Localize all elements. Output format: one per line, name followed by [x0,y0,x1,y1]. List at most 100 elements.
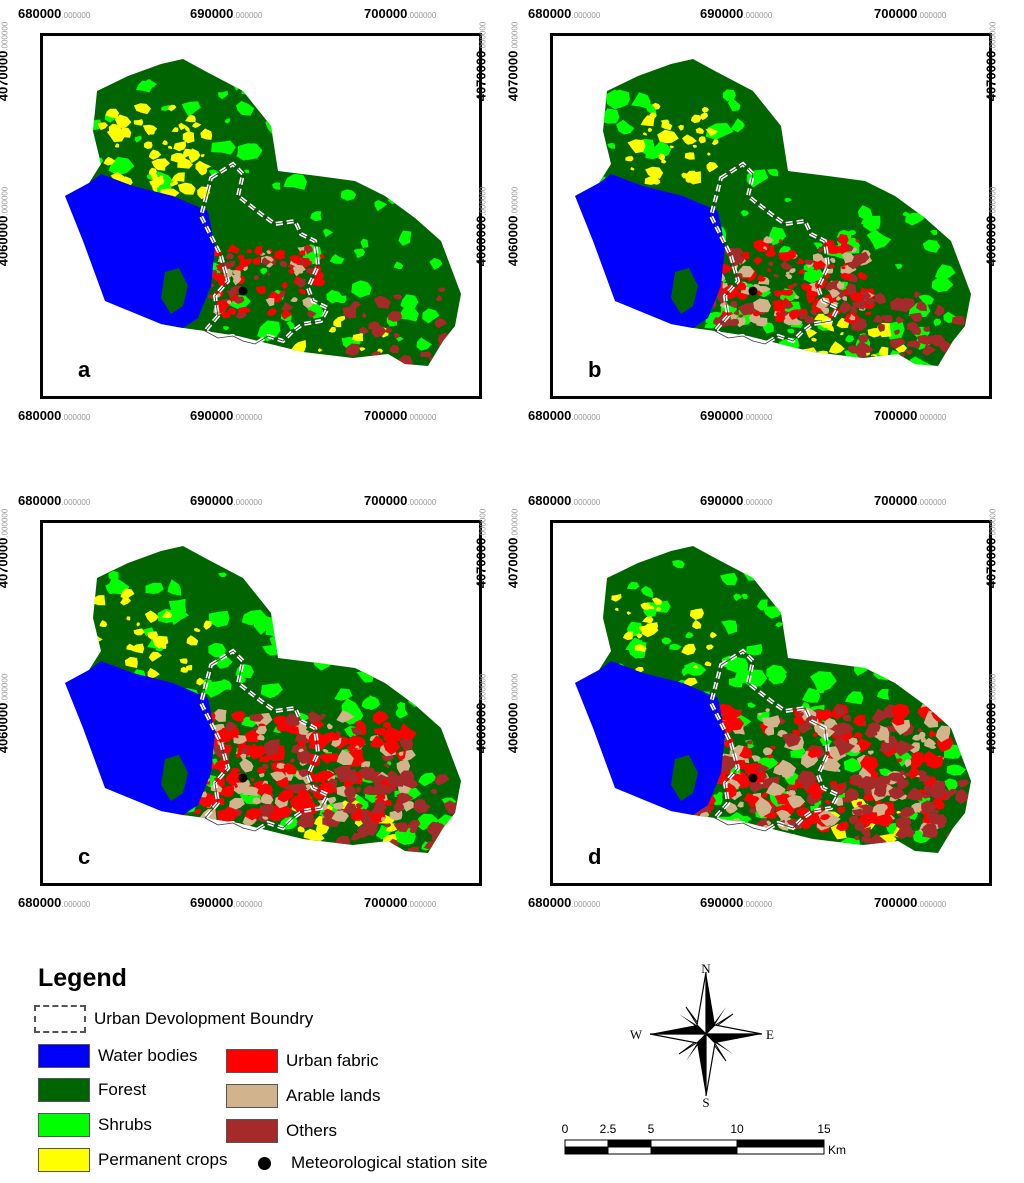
others-patch [906,340,921,349]
permanent-crops-patch [828,341,845,354]
shrubs-patch [405,644,418,655]
panel-label: c [78,844,91,869]
permanent-crops-patch [645,166,664,179]
urban-fabric-patch [221,785,234,798]
y-tick-4060000-left: 4060000.000000 [0,187,10,267]
x-tick-700000-top-decimals: .000000 [407,498,437,507]
x-tick-690000-top: 690000.000000 [190,6,262,21]
permanent-crops-patch [169,182,176,187]
y-tick-4070000-left: 4070000.000000 [505,509,520,589]
permanent-crops-patch [333,318,342,328]
permanent-crops-patch [689,608,704,620]
others-patch [817,246,825,253]
permanent-crops-patch [186,635,199,646]
shrubs-patch [436,668,449,677]
urban-fabric-patch [233,734,239,739]
shrubs-patch [134,135,142,143]
others-patch [358,766,377,782]
permanent-crops-patch [171,127,179,132]
shrubs-patch [767,352,777,362]
arable-lands-patch [252,797,261,805]
x-tick-690000-top: 690000.000000 [190,493,262,508]
others-patch [830,724,845,737]
arable-lands-patch [389,810,403,821]
shrubs-patch [154,171,175,194]
others-patch [874,782,887,793]
shrubs-patch [637,817,651,828]
urban-development-boundary-outline [200,163,329,345]
legend-label: Permanent crops [98,1150,228,1169]
urban-fabric-patch [231,711,244,722]
others-patch [796,770,818,785]
others-patch [249,713,264,722]
permanent-crops-patch [707,152,711,156]
others-patch [356,802,364,809]
y-tick-4070000-right-decimals: .000000 [988,508,998,538]
urban-fabric-patch [841,266,846,270]
y-tick-4070000-right: 4070000.000000 [473,509,488,589]
arable-lands-patch [729,314,738,320]
arable-lands-patch [229,797,245,810]
urban-fabric-patch [774,290,785,298]
x-tick-700000-top-value: 700000 [364,6,408,21]
arable-lands-patch [761,715,781,728]
urban-fabric-patch [912,760,918,764]
others-patch [383,763,390,769]
urban-fabric-patch [222,744,232,753]
shrubs-patch [868,635,880,646]
compass-s-label: S [702,1095,709,1108]
permanent-crops-patch [626,611,632,615]
permanent-crops-patch [317,348,323,352]
permanent-crops-patch [706,161,719,173]
urban-fabric-patch [812,732,818,738]
shrubs-patch [794,747,806,757]
urban-fabric-patch [237,306,249,314]
shrubs-patch [730,845,743,853]
urban-fabric-patch [753,311,760,317]
y-tick-4070000-right-decimals: .000000 [478,508,488,538]
shrubs-patch [418,772,437,787]
x-tick-680000-bottom: 680000.000000 [528,895,600,910]
urban-fabric-patch [246,248,253,254]
shrubs-patch [907,176,920,186]
y-tick-4070000-right-value: 4070000 [473,50,489,102]
permanent-crops-patch [168,145,173,150]
urban-fabric-patch [824,799,831,805]
others-patch [748,781,764,793]
permanent-crops-patch [839,332,844,336]
y-tick-4070000-right-decimals: .000000 [478,21,488,51]
x-tick-690000-top-value: 690000 [700,493,744,508]
legend-item-station: Meteorological station site [250,1150,488,1176]
permanent-crops-patch [120,596,132,606]
shrubs-patch [890,582,913,601]
urban-fabric-patch [907,767,921,780]
urban-fabric-patch [311,276,326,287]
permanent-crops-patch [646,622,659,632]
permanent-crops-patch [814,313,826,321]
permanent-crops-patch [681,644,696,656]
permanent-crops-patch [161,610,173,619]
shrubs-patch [181,101,201,117]
urban-fabric-patch [805,815,818,825]
shrubs-patch [447,79,457,89]
x-tick-690000-bottom-value: 690000 [190,408,234,423]
permanent-crops-patch [160,643,167,649]
arable-lands-patch [880,730,886,736]
shrubs-patch [283,173,308,190]
others-patch [934,809,940,814]
land-use-map [65,546,461,853]
arable-lands-patch [935,725,951,743]
urban-fabric-patch [819,814,831,821]
arable-lands-patch [232,273,242,286]
shrubs-patch [862,579,875,591]
shrubs-patch [351,583,371,596]
shrubs-patch [895,643,905,650]
urban-fabric-patch [228,807,238,818]
shrubs-patch [374,200,388,212]
permanent-crops-patch [171,172,185,182]
shrubs-patch [334,153,345,161]
shrubs-patch [290,592,304,602]
land-use-map [575,546,971,853]
shrubs-patch [361,697,380,710]
y-tick-4060000-right-value: 4060000 [983,215,999,267]
